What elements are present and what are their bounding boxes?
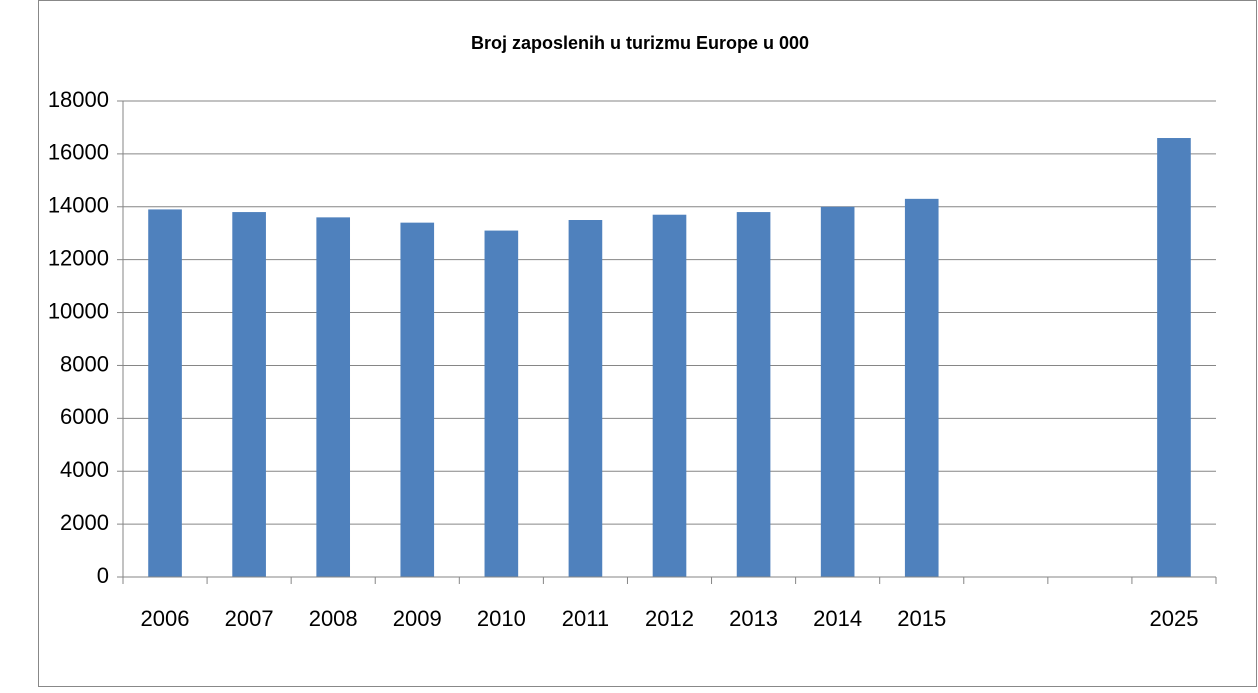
x-tick-label: 2015 [897,606,946,631]
y-tick-label: 10000 [48,298,109,323]
x-tick-label: 2009 [393,606,442,631]
x-tick-label: 2012 [645,606,694,631]
chart-title: Broj zaposlenih u turizmu Europe u 000 [471,33,809,53]
bar [736,212,771,578]
bar [904,198,939,577]
bar [568,220,603,577]
y-tick-label: 6000 [60,404,109,429]
y-tick-label: 14000 [48,193,109,218]
bar [232,212,266,578]
y-tick-label: 0 [97,563,109,588]
x-tick-label: 2008 [309,606,358,631]
chart-frame [38,0,1257,687]
y-tick-label: 16000 [48,140,109,165]
x-tick-label: 2013 [729,606,778,631]
y-tick-label: 8000 [60,351,109,376]
bar [148,209,182,577]
bar [820,206,855,577]
x-tick-label: 2011 [562,606,609,631]
bar [400,222,435,577]
x-tick-label: 2025 [1149,606,1198,631]
bar [1157,138,1191,577]
y-tick-label: 2000 [60,510,109,535]
x-tick-label: 2010 [477,606,526,631]
x-tick-label: 2006 [141,606,190,631]
x-tick-label: 2007 [225,606,274,631]
y-tick-label: 18000 [48,87,109,112]
bar [316,217,351,577]
y-tick-label: 12000 [48,245,109,270]
bar [484,230,519,578]
y-tick-label: 4000 [60,457,109,482]
x-tick-label: 2014 [813,606,862,631]
bar [652,214,687,577]
